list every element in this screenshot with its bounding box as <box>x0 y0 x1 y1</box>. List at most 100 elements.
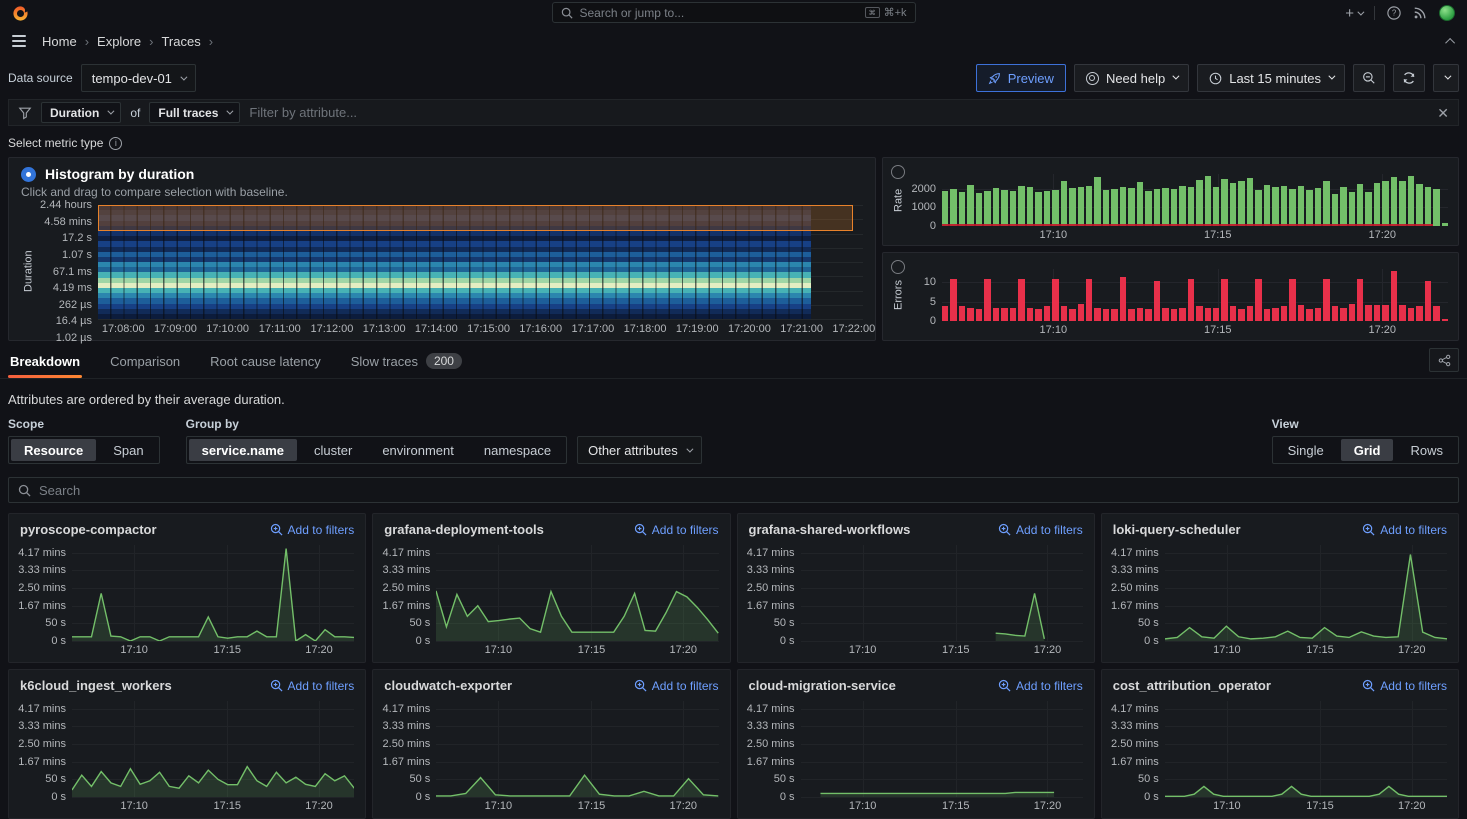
gridline <box>436 708 719 710</box>
groupby-option-environment[interactable]: environment <box>382 442 454 458</box>
bar <box>1128 188 1135 226</box>
add-to-filters-button[interactable]: Add to filters <box>1362 679 1447 693</box>
add-to-filters-label: Add to filters <box>1380 678 1447 693</box>
metric-radio-rate[interactable] <box>891 165 905 179</box>
breadcrumb-home[interactable]: Home <box>42 33 77 49</box>
refresh-interval-dropdown[interactable] <box>1433 64 1459 92</box>
service-area-chart <box>436 545 719 642</box>
gridline <box>436 779 719 781</box>
bar <box>1136 307 1144 321</box>
breadcrumb-traces[interactable]: Traces <box>161 33 201 49</box>
attribute-search-input[interactable]: Search <box>8 477 1459 503</box>
refresh-button[interactable] <box>1393 64 1425 92</box>
groupby-option-cluster[interactable]: cluster <box>314 442 353 458</box>
add-to-filters-button[interactable]: Add to filters <box>270 523 354 537</box>
view-option-single[interactable]: Single <box>1287 442 1324 458</box>
bar <box>1263 184 1271 226</box>
x-tick-label: 17:15 <box>1204 229 1232 241</box>
info-icon[interactable]: i <box>109 136 123 150</box>
tab-breakdown[interactable]: Breakdown <box>8 352 83 378</box>
service-name: grafana-shared-workflows <box>748 522 911 537</box>
service-panel-header: k6cloud_ingest_workers Add to filters <box>20 678 354 693</box>
global-search-input[interactable]: Search or jump to... ⌘ ⌘+k <box>551 2 916 23</box>
service-panel-header: pyroscope-compactor Add to filters <box>20 522 354 537</box>
menu-icon[interactable] <box>12 35 26 47</box>
need-help-button[interactable]: Need help <box>1073 64 1190 92</box>
datasource-select[interactable]: tempo-dev-01 <box>80 64 196 92</box>
x-tick-label: 17:20 <box>305 644 333 656</box>
groupby-label: Group by <box>185 417 239 431</box>
bar <box>1094 177 1101 226</box>
attribute-filter-input[interactable]: Filter by attribute... <box>249 105 358 120</box>
y-tick-label: 5 <box>929 295 936 308</box>
grafana-logo-icon[interactable] <box>12 5 29 22</box>
bar <box>1416 184 1423 226</box>
divider <box>1374 6 1375 20</box>
gridline <box>862 701 864 797</box>
clock-icon <box>1209 72 1222 85</box>
x-tick-label: 17:09:00 <box>154 323 197 335</box>
magnifier-plus-icon <box>998 679 1011 692</box>
x-tick-label: 17:20 <box>669 800 697 812</box>
bar <box>1441 319 1449 321</box>
news-icon[interactable] <box>1413 6 1427 20</box>
y-tick-label: 262 µs <box>58 298 92 311</box>
y-tick-label: 1000 <box>911 201 936 214</box>
y-tick-label: 0 s <box>779 791 795 803</box>
traces-type-select[interactable]: Full traces <box>149 102 241 123</box>
preview-button[interactable]: Preview <box>975 64 1066 92</box>
service-panel: loki-query-scheduler Add to filters 4.17 m… <box>1100 513 1459 663</box>
scope-option-resource[interactable]: Resource <box>11 439 97 461</box>
error-baseline <box>942 224 1433 226</box>
y-tick-label: 4.17 mins <box>18 702 66 715</box>
magnifier-plus-icon <box>270 523 283 536</box>
x-tick-label: 17:10 <box>120 800 148 812</box>
top-nav: Search or jump to... ⌘ ⌘+k + ? <box>0 0 1467 26</box>
tab-slow-traces[interactable]: Slow traces 200 <box>349 351 464 378</box>
tab-comparison[interactable]: Comparison <box>110 354 181 369</box>
bar <box>1390 177 1398 226</box>
add-to-filters-button[interactable]: Add to filters <box>998 679 1083 693</box>
metric-radio-errors[interactable] <box>891 260 905 274</box>
collapse-chevron-up-icon[interactable] <box>1445 37 1456 48</box>
gridline <box>72 570 355 572</box>
view-option-rows[interactable]: Rows <box>1410 442 1443 458</box>
bar <box>1314 187 1322 226</box>
add-to-filters-button[interactable]: Add to filters <box>634 523 719 537</box>
help-icon[interactable]: ? <box>1387 6 1401 20</box>
view-option-grid[interactable]: Grid <box>1340 439 1394 461</box>
time-range-picker[interactable]: Last 15 minutes <box>1197 64 1345 92</box>
other-attributes-select[interactable]: Other attributes <box>577 436 702 464</box>
add-to-filters-button[interactable]: Add to filters <box>1362 523 1447 537</box>
bar <box>1162 187 1169 226</box>
groupby-option-service-name[interactable]: service.name <box>188 439 298 461</box>
duration-selection-region[interactable] <box>98 205 854 231</box>
x-tick-label: 17:12:00 <box>310 323 354 335</box>
user-avatar[interactable] <box>1439 5 1455 21</box>
gridline <box>436 552 719 554</box>
gridline <box>1226 701 1228 797</box>
bar <box>1382 304 1389 321</box>
mini-y-axis: 4.17 mins 3.33 mins 2.50 mins 1.67 mins 50 s… <box>383 545 436 647</box>
scope-option-span[interactable]: Span <box>113 442 144 458</box>
y-tick-label: 0 s <box>415 635 431 647</box>
bar <box>1187 186 1195 226</box>
share-icon[interactable] <box>1429 348 1459 372</box>
breadcrumb-explore[interactable]: Explore <box>97 33 142 49</box>
gridline <box>1164 726 1447 728</box>
service-panel: cloud-migration-service Add to filters 4.1… <box>736 669 1095 819</box>
add-to-filters-button[interactable]: Add to filters <box>998 523 1083 537</box>
close-icon[interactable]: ✕ <box>1437 104 1449 121</box>
groupby-option-namespace[interactable]: namespace <box>483 442 552 458</box>
y-tick-label: 50 s <box>773 617 795 630</box>
add-menu-button[interactable]: + <box>1345 5 1365 22</box>
add-to-filters-button[interactable]: Add to filters <box>634 679 719 693</box>
y-tick-label: 2.50 mins <box>746 738 795 751</box>
duration-select[interactable]: Duration <box>41 102 122 123</box>
metric-radio-histogram[interactable] <box>21 166 36 182</box>
zoom-out-button[interactable] <box>1353 64 1385 92</box>
keyboard-icon: ⌘ <box>864 7 880 18</box>
add-to-filters-button[interactable]: Add to filters <box>270 679 354 693</box>
tab-root-cause-latency[interactable]: Root cause latency <box>210 354 321 369</box>
errors-axis-label: Errors <box>892 280 905 310</box>
